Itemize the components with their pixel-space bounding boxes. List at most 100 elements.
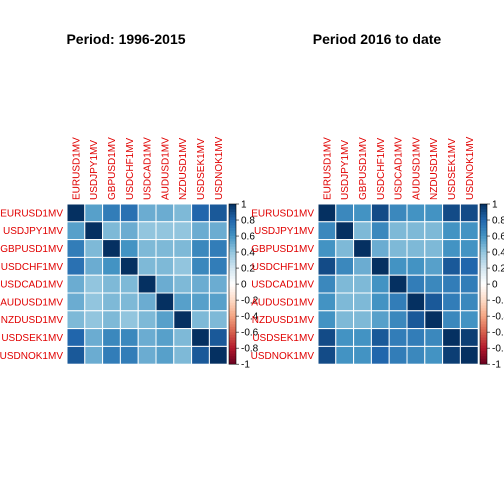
heatmap-cell [459,256,479,276]
heatmap-cell [208,203,228,223]
heatmap-cell [155,345,175,365]
heatmap-cell [191,203,210,223]
colorbar-segment [229,270,236,274]
colorbar-segment [229,326,236,330]
column-label: AUDUSD1MV [411,137,422,200]
heatmap-cell [84,310,104,330]
colorbar-segment [229,313,236,317]
colorbar-tick-label: -0.4 [241,312,259,323]
row-label: NZDUSD1MV [252,315,315,326]
heatmap-cell [424,221,444,241]
heatmap-cell [317,221,337,241]
heatmap-cell [370,292,390,312]
column-label: USDSEK1MV [447,138,458,200]
colorbar-segment [229,305,236,309]
colorbar-segment [480,286,487,290]
colorbar-segment [229,348,236,352]
heatmap-cell [173,292,193,312]
column-label: USDNOK1MV [214,136,225,200]
heatmap-cell [353,274,372,294]
heatmap-cell [424,274,444,294]
heatmap-cell [208,256,228,276]
heatmap-cell [388,328,408,347]
heatmap-cell [84,328,104,347]
heatmap-cell [406,239,426,258]
colorbar-segment [480,289,487,293]
colorbar-segment [229,340,236,344]
colorbar-tick-label: 0.6 [492,232,504,243]
column-label: USDNOK1MV [465,136,476,200]
colorbar-segment [480,265,487,269]
colorbar-segment [480,241,487,245]
heatmap-cell [84,239,104,258]
colorbar-segment [229,318,236,322]
heatmap-cell [173,328,193,347]
row-label: USDJPY1MV [3,226,63,237]
colorbar-segment [229,289,236,293]
heatmap-cell [137,221,157,241]
heatmap-cell [84,221,104,241]
heatmap-cell [102,274,121,294]
colorbar-segment [480,214,487,218]
colorbar-tick-label: -0.2 [492,296,504,307]
colorbar-segment [480,324,487,328]
heatmap-cell [137,328,157,347]
column-label: USDJPY1MV [89,140,100,200]
heatmap-cell [335,274,355,294]
colorbar-segment [229,356,236,360]
colorbar-tick-label: 0 [241,280,247,291]
colorbar-segment [229,244,236,248]
heatmap-cell [191,239,210,258]
colorbar-segment [229,321,236,325]
colorbar-segment [480,204,487,207]
heatmap-cell [66,292,86,312]
colorbar-segment [480,276,487,280]
colorbar-segment [480,297,487,301]
colorbar-segment [480,268,487,272]
heatmap-cell [137,345,157,365]
heatmap-cell [459,203,479,223]
heatmap-cell [102,292,121,312]
column-label: USDCAD1MV [394,137,405,200]
colorbar-tick-label: 1 [241,200,247,211]
row-label: USDCAD1MV [251,280,314,291]
colorbar-segment [229,249,236,253]
heatmap-cell [353,203,372,223]
colorbar-segment [480,273,487,277]
colorbar-segment [480,238,487,242]
heatmap-cell [317,239,337,258]
heatmap-cell [173,310,193,330]
colorbar-segment [480,329,487,333]
heatmap-cell [335,292,355,312]
colorbar-segment [480,321,487,325]
heatmap-cell [137,310,157,330]
heatmap-cell [102,328,121,347]
colorbar-segment [229,353,236,357]
colorbar-segment [229,281,236,285]
heatmap-panel-2016-to-date: Period 2016 to date EURUSD1MV USDJPY1MV GB… [251,31,504,371]
heatmap-cell [66,310,86,330]
heatmap-cell [424,345,444,365]
colorbar-segment [229,342,236,346]
heatmap-cell [155,256,175,276]
heatmap-cell [173,345,193,365]
heatmap-cell [317,274,337,294]
heatmap-cell [191,274,210,294]
column-label: GBPUSD1MV [107,137,118,200]
colorbar-tick-label: 0.2 [492,264,504,275]
colorbar-segment [229,228,236,231]
column-label: USDCHF1MV [125,137,136,200]
heatmap-cell [66,239,86,258]
heatmap-cell [353,310,372,330]
heatmap-cell [424,203,444,223]
colorbar-segment [229,310,236,314]
colorbar-segment [229,268,236,272]
column-label: USDSEK1MV [196,138,207,200]
colorbar-segment [480,228,487,231]
row-label: NZDUSD1MV [1,315,64,326]
heatmap-cell [406,345,426,365]
colorbar-segment [229,345,236,349]
heatmap-cell [335,221,355,241]
colorbar-segment [229,209,236,213]
